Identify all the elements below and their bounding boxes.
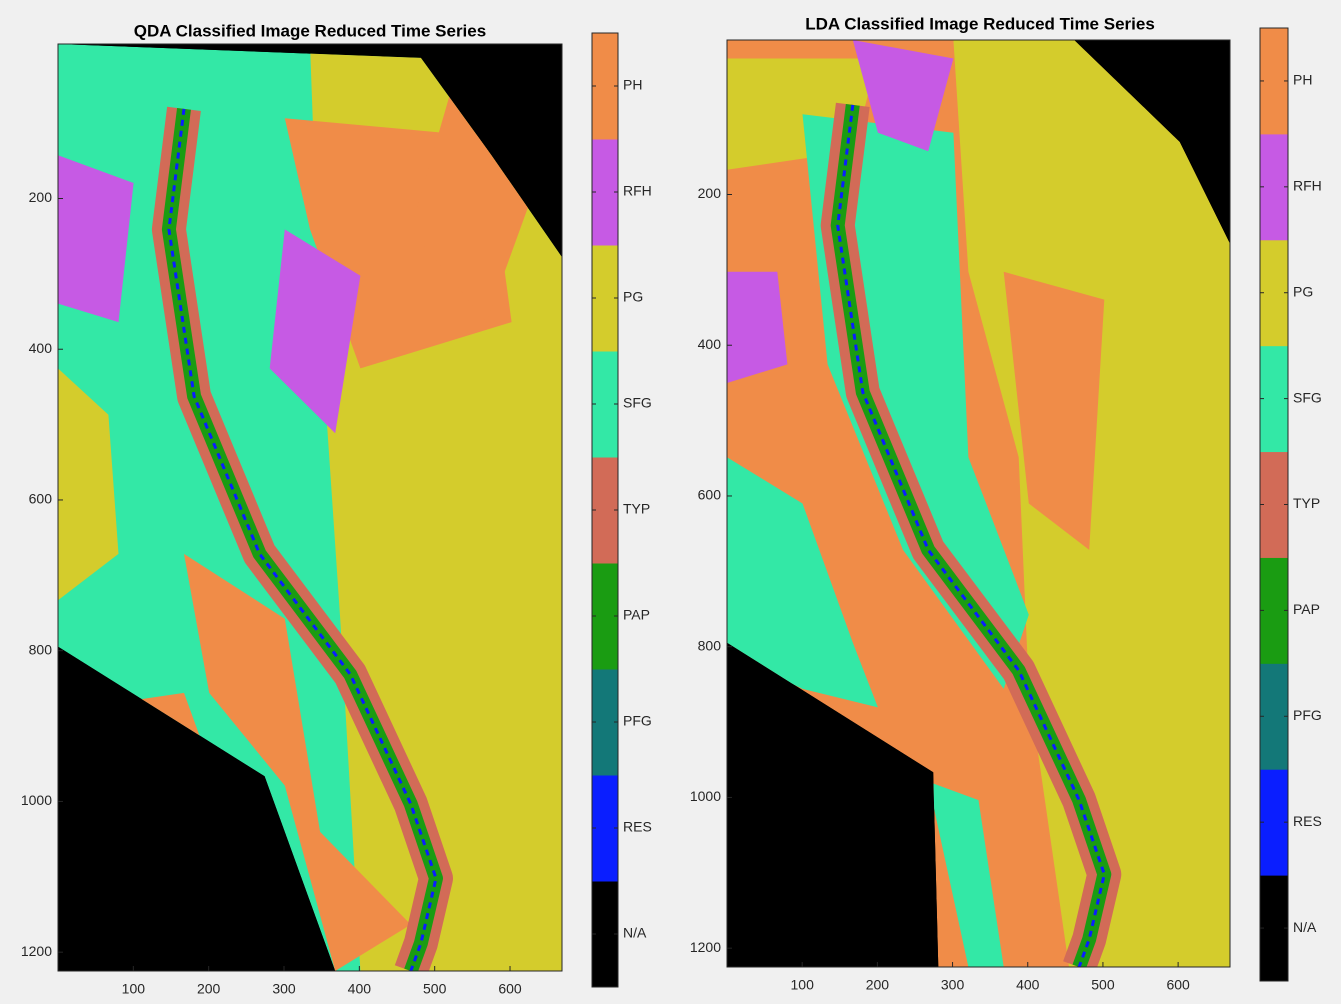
colorbar-label: PG xyxy=(1293,283,1313,299)
colorbar-swatch xyxy=(1260,663,1288,769)
x-tick-label: 600 xyxy=(1166,977,1190,993)
x-tick-label: 200 xyxy=(866,977,890,993)
figure: QDA Classified Image Reduced Time Series… xyxy=(0,0,1341,1004)
colorbar-swatch xyxy=(1260,134,1288,240)
colorbar-label: SFG xyxy=(623,395,652,411)
colorbar-label: TYP xyxy=(623,501,650,517)
colorbar-label: RFH xyxy=(1293,178,1322,194)
colorbar-swatch xyxy=(1260,769,1288,875)
colorbar-swatch xyxy=(1260,346,1288,452)
x-tick-label: 400 xyxy=(348,981,372,997)
class-region xyxy=(727,272,787,383)
colorbar-label: N/A xyxy=(623,925,647,941)
colorbar-label: N/A xyxy=(1293,919,1317,935)
y-tick-label: 200 xyxy=(698,185,722,201)
colorbar-label: PAP xyxy=(1293,601,1320,617)
y-tick-label: 600 xyxy=(29,491,53,507)
x-tick-label: 200 xyxy=(197,981,221,997)
y-tick-label: 1200 xyxy=(21,943,52,959)
y-tick-label: 600 xyxy=(698,487,722,503)
y-tick-label: 1000 xyxy=(21,792,52,808)
x-tick-label: 500 xyxy=(1091,977,1115,993)
colorbar-swatch xyxy=(1260,557,1288,663)
colorbar-label: PAP xyxy=(623,607,650,623)
colorbar-label: PH xyxy=(1293,72,1312,88)
y-tick-label: 1200 xyxy=(690,939,721,955)
x-tick-label: 100 xyxy=(791,977,815,993)
y-tick-label: 400 xyxy=(29,340,53,356)
x-tick-label: 100 xyxy=(122,981,146,997)
colorbar-label: PG xyxy=(623,289,643,305)
colorbar-label: PH xyxy=(623,77,642,93)
colorbar-label: RES xyxy=(623,819,652,835)
x-tick-label: 500 xyxy=(423,981,447,997)
colorbar-label: PFG xyxy=(1293,707,1322,723)
colorbar-label: SFG xyxy=(1293,389,1322,405)
colorbar-label: TYP xyxy=(1293,495,1320,511)
chart-title: LDA Classified Image Reduced Time Series xyxy=(805,14,1155,33)
x-tick-label: 400 xyxy=(1016,977,1040,993)
x-tick-label: 600 xyxy=(498,981,522,997)
y-tick-label: 400 xyxy=(698,336,722,352)
colorbar-label: RFH xyxy=(623,183,652,199)
colorbar-label: PFG xyxy=(623,713,652,729)
y-tick-label: 800 xyxy=(698,637,722,653)
x-tick-label: 300 xyxy=(941,977,965,993)
colorbar-swatch xyxy=(1260,452,1288,558)
colorbar-label: RES xyxy=(1293,813,1322,829)
y-tick-label: 1000 xyxy=(690,788,721,804)
colorbar-swatch xyxy=(1260,28,1288,134)
y-tick-label: 800 xyxy=(29,641,53,657)
y-tick-label: 200 xyxy=(29,189,53,205)
colorbar-swatch xyxy=(1260,875,1288,981)
colorbar-swatch xyxy=(1260,240,1288,346)
chart-title: QDA Classified Image Reduced Time Series xyxy=(134,21,486,40)
x-tick-label: 300 xyxy=(272,981,296,997)
